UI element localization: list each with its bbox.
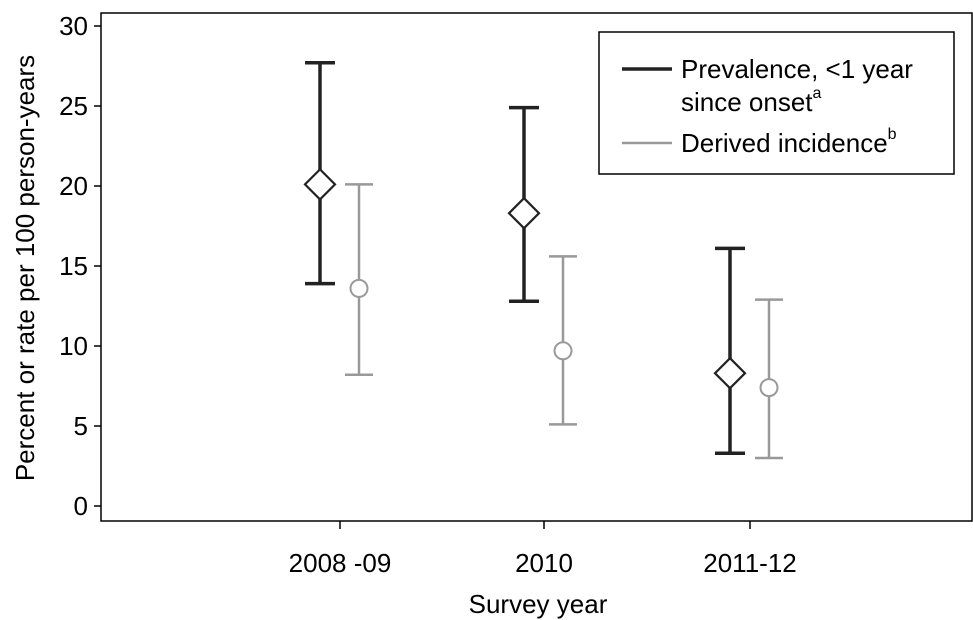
incidence-point — [553, 341, 573, 361]
y-tick-label: 20 — [59, 171, 88, 201]
y-tick-label: 10 — [59, 331, 88, 361]
plot-frame — [100, 12, 973, 522]
prevalence-point — [507, 196, 541, 230]
prevalence-point — [713, 356, 747, 390]
y-axis-title: Percent or rate per 100 person-years — [10, 55, 40, 481]
legend-label-prevalence-line2: since onseta — [681, 85, 822, 118]
y-tick-label: 25 — [59, 91, 88, 121]
incidence-point — [349, 278, 369, 298]
legend-box — [598, 31, 955, 175]
y-axis: 0 5 10 15 20 25 30 — [59, 11, 101, 521]
data-marks — [303, 61, 783, 460]
legend: Prevalence, <1 year since onseta Derived… — [598, 31, 955, 175]
legend-label-incidence: Derived incidenceb — [681, 126, 897, 159]
prevalence-point — [303, 167, 337, 201]
y-tick-label: 30 — [59, 11, 88, 41]
y-tick-label: 0 — [74, 491, 88, 521]
x-tick-label: 2011-12 — [703, 548, 797, 578]
x-tick-label: 2008 -09 — [289, 548, 392, 578]
x-axis: 2008 -09 2010 2011-12 — [289, 521, 797, 578]
x-axis-title: Survey year — [469, 589, 608, 619]
incidence-point — [759, 378, 779, 398]
y-tick-label: 5 — [74, 411, 88, 441]
y-tick-label: 15 — [59, 251, 88, 281]
x-tick-label: 2010 — [515, 548, 573, 578]
legend-label-prevalence-line1: Prevalence, <1 year — [681, 54, 913, 84]
